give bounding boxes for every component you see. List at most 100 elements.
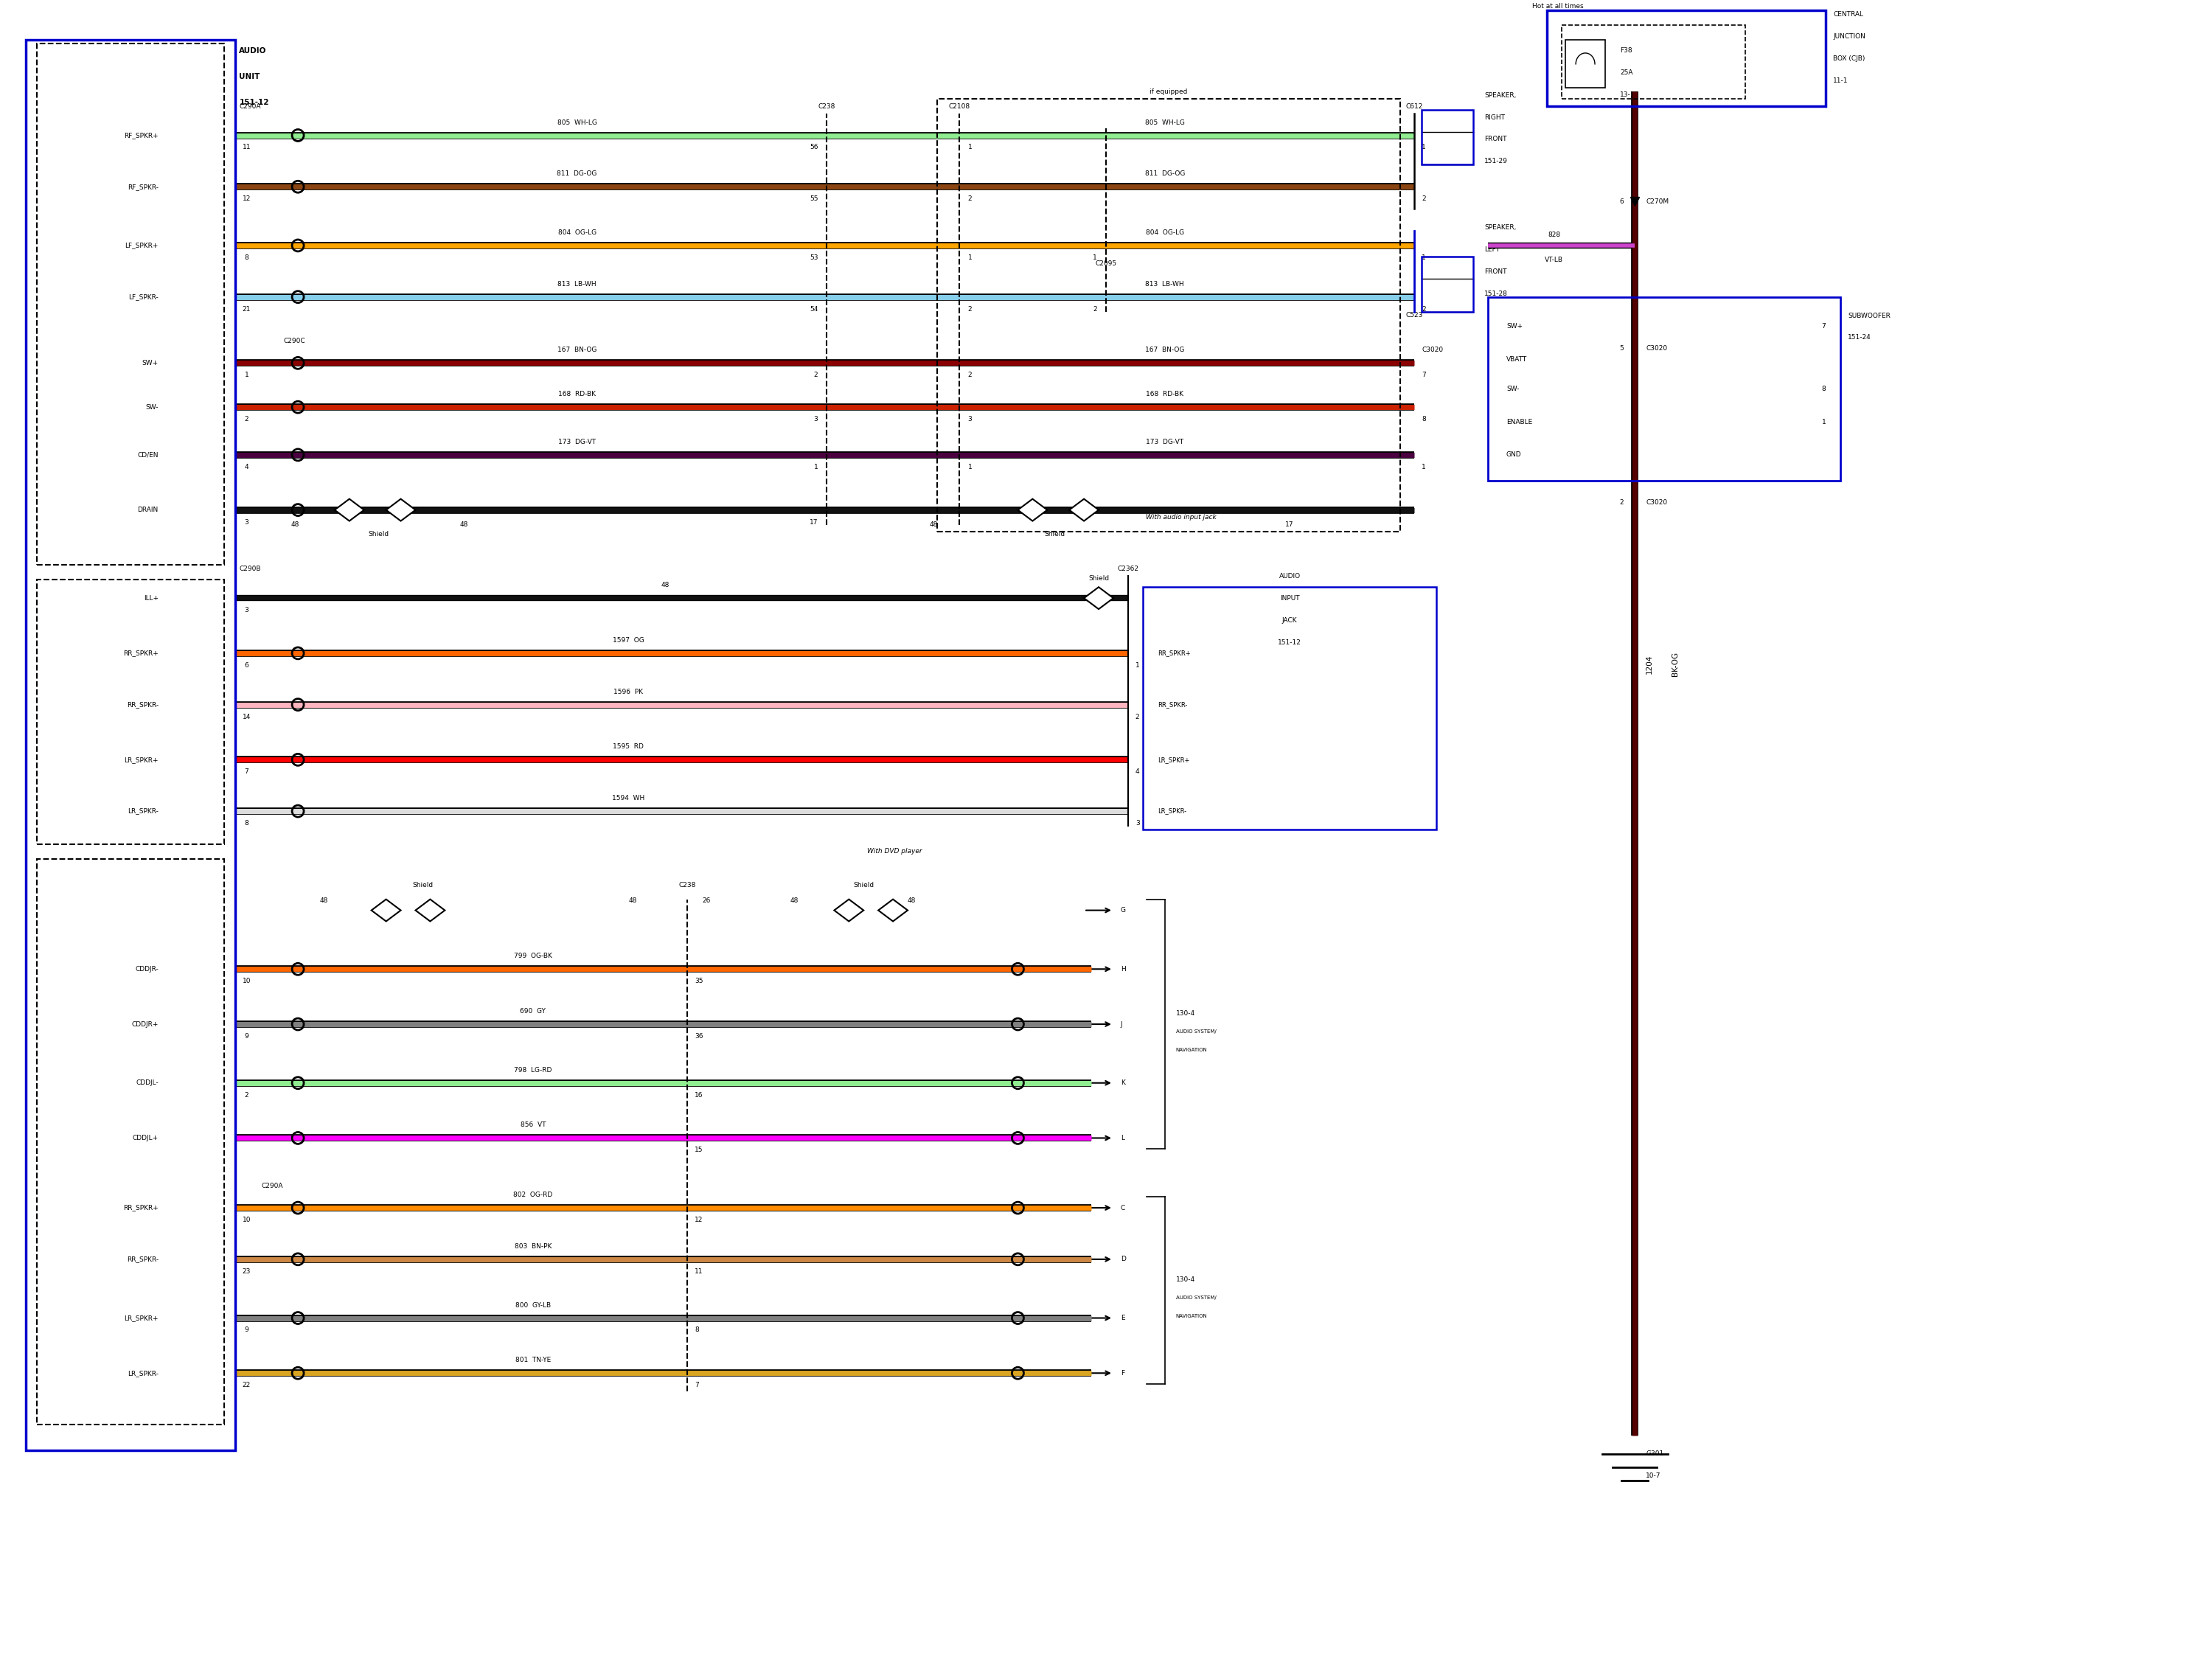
Text: H: H [1121,966,1126,972]
Text: CD/EN: CD/EN [137,451,159,458]
Text: 805  WH-LG: 805 WH-LG [1146,119,1186,126]
Text: GND: GND [1506,451,1522,458]
Text: if equipped: if equipped [1150,88,1188,95]
Bar [1546,10,1825,106]
Text: 22: 22 [243,1382,250,1389]
Text: 2: 2 [246,416,248,423]
Text: AUDIO: AUDIO [239,46,268,55]
Text: 11-1: 11-1 [1834,78,1849,85]
Text: LR_SPKR+: LR_SPKR+ [124,1314,159,1321]
Text: VT-LB: VT-LB [1544,257,1564,264]
Text: BOX (CJB): BOX (CJB) [1834,55,1865,61]
Text: C290A: C290A [239,103,261,109]
Text: NAVIGATION: NAVIGATION [1177,1314,1208,1319]
Text: NAVIGATION: NAVIGATION [1177,1048,1208,1052]
Text: C3020: C3020 [1646,499,1668,506]
Bar [1422,109,1473,164]
Text: 800  GY-LB: 800 GY-LB [515,1302,551,1309]
Text: D: D [1121,1256,1126,1262]
Text: LEFT: LEFT [1484,246,1500,252]
Polygon shape [1084,587,1113,609]
Text: 856  VT: 856 VT [520,1121,546,1128]
Text: 803  BN-PK: 803 BN-PK [515,1243,551,1249]
Text: 23: 23 [243,1267,250,1274]
Text: SPEAKER,: SPEAKER, [1484,91,1515,98]
Text: C: C [1121,1204,1126,1211]
Text: C290A: C290A [261,1183,283,1190]
Text: 16: 16 [695,1092,703,1098]
Text: 804  OG-LG: 804 OG-LG [1146,229,1183,236]
Text: 151-12: 151-12 [239,98,270,106]
Text: C612: C612 [1407,103,1422,109]
Text: Shield: Shield [1088,576,1108,582]
Text: 48: 48 [321,898,327,904]
Text: 5: 5 [1619,345,1624,352]
Text: SW+: SW+ [1506,324,1522,330]
Text: 11: 11 [695,1267,703,1274]
Text: 151-29: 151-29 [1484,158,1509,164]
Text: 55: 55 [810,196,818,202]
Text: 17: 17 [1285,521,1294,528]
Polygon shape [834,899,863,921]
Text: 3: 3 [814,416,818,423]
Text: 3: 3 [1135,820,1139,826]
Bar [1566,40,1606,88]
Text: 8: 8 [695,1327,699,1334]
Text: 798  LG-RD: 798 LG-RD [513,1067,553,1073]
Text: 21: 21 [243,305,250,312]
Text: Shield: Shield [411,881,434,888]
Text: 14: 14 [243,713,250,720]
Bar [1422,257,1473,312]
Text: C238: C238 [818,103,836,109]
Text: 2: 2 [1093,305,1097,312]
Text: E: E [1121,1314,1126,1321]
Text: 151-28: 151-28 [1484,290,1509,297]
Text: JACK: JACK [1283,617,1296,624]
Text: 1: 1 [243,372,248,378]
Text: 690  GY: 690 GY [520,1009,546,1015]
Text: 151-24: 151-24 [1847,335,1871,342]
Polygon shape [372,899,400,921]
Text: SPEAKER,: SPEAKER, [1484,224,1515,231]
Text: 3: 3 [969,416,971,423]
Text: ILL+: ILL+ [144,596,159,602]
Text: 10: 10 [243,1216,250,1223]
Text: 9: 9 [243,1327,248,1334]
Text: RR_SPKR+: RR_SPKR+ [124,650,159,657]
Text: 12: 12 [695,1216,703,1223]
Text: 15: 15 [695,1146,703,1153]
Text: BK-OG: BK-OG [1672,652,1679,677]
Text: 799  OG-BK: 799 OG-BK [513,952,553,959]
Text: 53: 53 [810,254,818,260]
Text: 2: 2 [969,305,971,312]
Text: 12: 12 [243,196,250,202]
Text: SW+: SW+ [142,360,159,367]
Text: LR_SPKR-: LR_SPKR- [128,808,159,815]
Text: F38: F38 [1619,48,1632,55]
Text: 48: 48 [628,898,637,904]
Text: 48: 48 [290,521,299,528]
Bar [938,98,1400,533]
Text: 811  DG-OG: 811 DG-OG [1146,171,1186,178]
Text: 1: 1 [969,463,971,469]
Text: 1: 1 [1823,418,1825,425]
Text: 167  BN-OG: 167 BN-OG [557,347,597,353]
Text: 1597  OG: 1597 OG [613,637,644,644]
Text: 4: 4 [1135,768,1139,775]
Text: SW-: SW- [1506,385,1520,392]
Text: RIGHT: RIGHT [1484,114,1504,121]
Text: C270M: C270M [1646,197,1668,204]
Polygon shape [387,499,416,521]
Text: 56: 56 [810,144,818,151]
Bar [1489,297,1840,481]
Text: With DVD player: With DVD player [867,848,922,854]
Bar [27,40,234,1450]
Text: 26: 26 [701,898,710,904]
Text: AUDIO: AUDIO [1279,572,1301,579]
Text: 7: 7 [695,1382,699,1389]
Text: 173  DG-VT: 173 DG-VT [1146,438,1183,445]
Text: 2: 2 [1422,305,1427,312]
Text: G: G [1121,907,1126,914]
Text: C238: C238 [679,881,697,888]
Text: SUBWOOFER: SUBWOOFER [1847,312,1891,319]
